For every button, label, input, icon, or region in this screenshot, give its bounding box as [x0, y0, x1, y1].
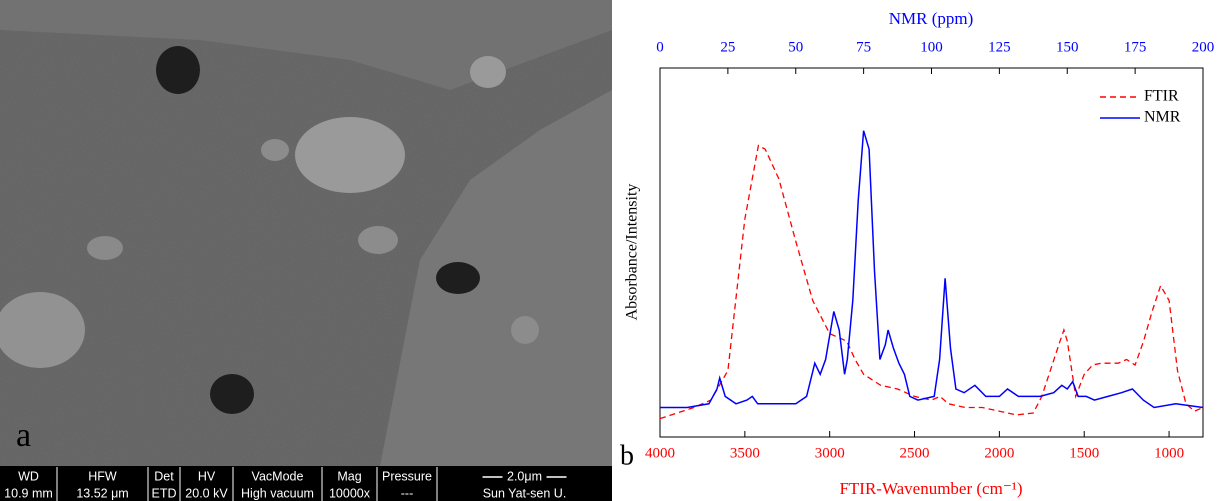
- x-tick-label: 3500: [730, 445, 760, 461]
- series-line: [659, 144, 1204, 420]
- info-header: Mag: [337, 469, 361, 483]
- series-line: [660, 130, 1204, 409]
- x2-tick-label: 25: [720, 39, 735, 55]
- panel-label: b: [620, 440, 634, 471]
- x2-tick-label: 200: [1192, 39, 1215, 55]
- sem-particle: [295, 117, 405, 193]
- info-value: ETD: [152, 486, 177, 500]
- info-header: Det: [154, 469, 174, 483]
- x2-tick-label: 150: [1056, 39, 1079, 55]
- sem-pore: [210, 374, 254, 414]
- chart: NMR (ppm) FTIR-Wavenumber (cm⁻¹) Absorba…: [620, 9, 1214, 498]
- sem-particle: [470, 56, 506, 88]
- info-value: ---: [401, 486, 414, 500]
- info-value: 20.0 kV: [185, 486, 228, 500]
- info-value: 10000x: [329, 486, 371, 500]
- info-bar-background: [0, 466, 612, 501]
- legend-label: NMR: [1144, 109, 1181, 126]
- x2-tick-label: 50: [788, 39, 803, 55]
- x-axis-title: FTIR-Wavenumber (cm⁻¹): [839, 479, 1022, 498]
- info-header: HFW: [88, 469, 117, 483]
- sem-ridge: [0, 0, 612, 90]
- sem-particle: [87, 236, 123, 260]
- x-tick-label: 3000: [815, 445, 845, 461]
- sem-particle: [511, 316, 539, 344]
- scale-bar-label: 2.0μm: [507, 469, 542, 483]
- info-header: VacMode: [252, 469, 304, 483]
- info-value: Sun Yat-sen U.: [483, 486, 567, 500]
- x2-tick-label: 0: [656, 39, 664, 55]
- info-value: 10.9 mm: [4, 486, 53, 500]
- x2-tick-label: 175: [1124, 39, 1147, 55]
- y-axis-title: Absorbance/Intensity: [624, 184, 641, 321]
- sem-particle: [0, 292, 85, 368]
- info-header: Pressure: [382, 469, 432, 483]
- sem-ridge: [380, 90, 612, 466]
- legend-label: FTIR: [1144, 88, 1179, 105]
- x2-axis-title: NMR (ppm): [889, 9, 974, 28]
- sem-pore: [156, 46, 200, 94]
- sem-particle: [261, 139, 289, 161]
- x-tick-label: 2500: [900, 445, 930, 461]
- plot-frame: [659, 67, 1204, 438]
- info-value: 13.52 μm: [76, 486, 128, 500]
- info-header: HV: [198, 469, 216, 483]
- x-tick-label: 1000: [1154, 445, 1184, 461]
- sem-pore: [436, 262, 480, 294]
- info-header: WD: [18, 469, 39, 483]
- x2-tick-label: 75: [856, 39, 871, 55]
- sem-particle: [358, 226, 398, 254]
- panel-label: a: [16, 417, 31, 454]
- x-tick-label: 4000: [645, 445, 675, 461]
- sem-info-bar: WD HFW Det HV VacMode Mag Pressure 2.0μm 10.9 mm…: [0, 466, 612, 501]
- x-tick-label: 1500: [1069, 445, 1099, 461]
- x2-tick-label: 100: [920, 39, 943, 55]
- x2-tick-label: 125: [988, 39, 1011, 55]
- info-value: High vacuum: [241, 486, 314, 500]
- x-tick-label: 2000: [984, 445, 1014, 461]
- sem-image: a: [0, 0, 612, 466]
